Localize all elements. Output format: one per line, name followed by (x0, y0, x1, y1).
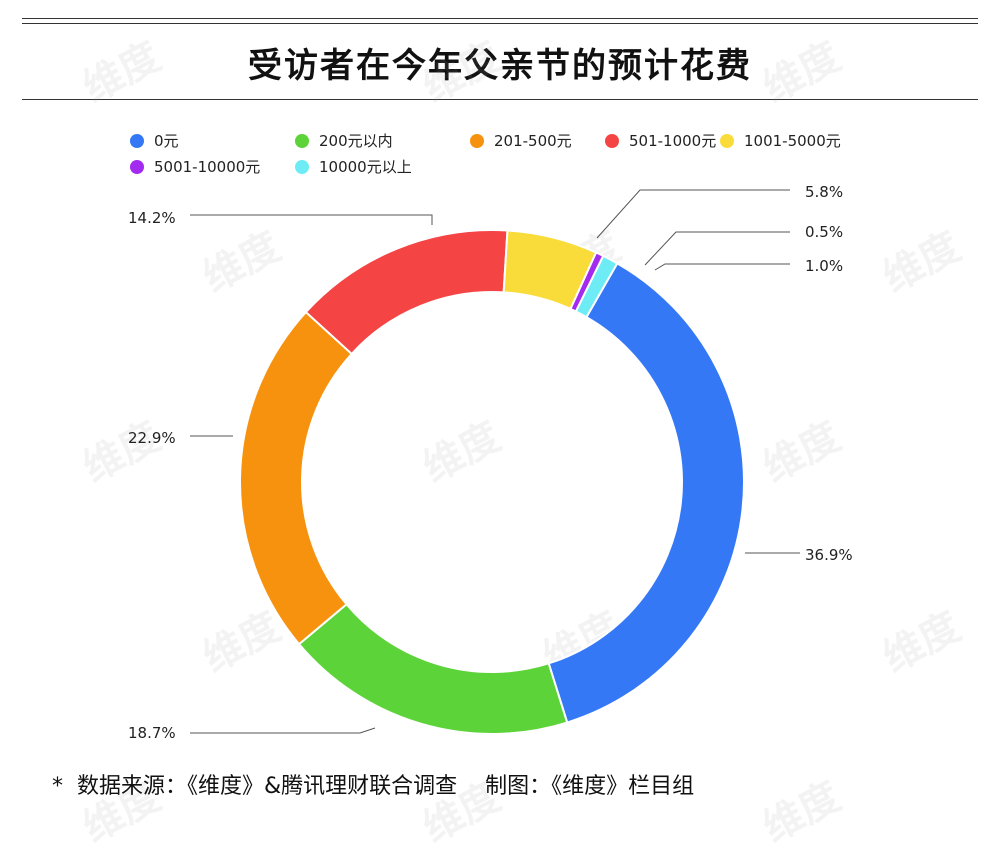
top-rule-1 (22, 18, 978, 19)
data-label: 0.5% (805, 223, 843, 241)
legend-swatch (295, 133, 309, 148)
donut-slice (304, 229, 509, 356)
legend-item: 0元 (130, 130, 179, 151)
donut-slice (239, 310, 354, 646)
footnote-text: 数据来源：《维度》&腾讯理财联合调查 制图：《维度》栏目组 (77, 774, 695, 799)
source-footnote: * 数据来源：《维度》&腾讯理财联合调查 制图：《维度》栏目组 (52, 768, 694, 800)
data-label: 22.9% (128, 429, 176, 447)
leader-line (596, 189, 790, 239)
legend-swatch (470, 133, 484, 148)
legend-label: 1001-5000元 (744, 132, 841, 150)
legend-label: 200元以内 (319, 132, 393, 150)
legend-label: 5001-10000元 (154, 158, 261, 176)
legend-swatch (605, 133, 619, 148)
legend-swatch (720, 133, 734, 148)
legend-swatch (130, 133, 144, 148)
legend-label: 501-1000元 (629, 132, 717, 150)
legend-item: 1001-5000元 (720, 130, 841, 151)
donut-slice (297, 602, 569, 735)
footnote-star: * (52, 774, 63, 799)
data-label: 18.7% (128, 724, 176, 742)
data-label: 5.8% (805, 183, 843, 201)
legend-item: 201-500元 (470, 130, 572, 151)
leader-line (654, 263, 790, 271)
legend-label: 10000元以上 (319, 158, 412, 176)
legend-item: 5001-10000元 (130, 156, 260, 177)
data-label: 1.0% (805, 257, 843, 275)
top-rule-2 (22, 23, 978, 24)
donut-slice (547, 261, 745, 724)
title-underline (22, 99, 978, 100)
leader-line (190, 214, 433, 225)
legend-swatch (295, 159, 309, 174)
legend-swatch (130, 159, 144, 174)
legend-label: 201-500元 (494, 132, 572, 150)
legend-label: 0元 (154, 132, 179, 150)
data-label: 14.2% (128, 209, 176, 227)
legend-item: 10000元以上 (295, 156, 412, 177)
chart-title: 受访者在今年父亲节的预计花费 (248, 46, 752, 86)
data-label: 36.9% (805, 546, 853, 564)
leader-line (644, 231, 790, 266)
legend-item: 200元以内 (295, 130, 393, 151)
leader-line (190, 727, 376, 734)
donut-slice (574, 254, 619, 319)
legend-item: 501-1000元 (605, 130, 716, 151)
